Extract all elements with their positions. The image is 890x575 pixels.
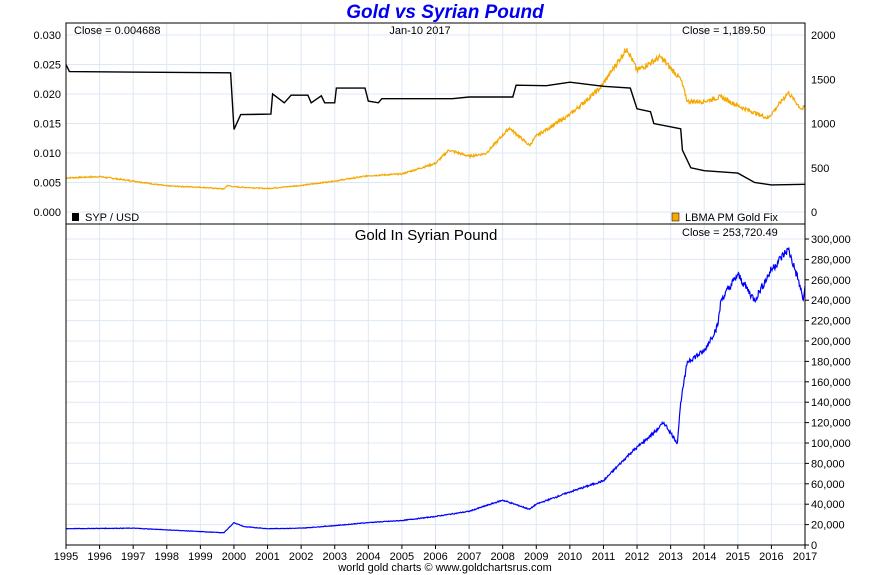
left-y-tick-label: 0.000 bbox=[33, 207, 61, 219]
legend-swatch-syp bbox=[72, 213, 79, 221]
right-y-tick-label: 180,000 bbox=[811, 356, 851, 368]
x-tick-label: 2011 bbox=[592, 551, 616, 563]
x-tick-label: 2001 bbox=[255, 551, 279, 563]
left-y-tick-label: 0.020 bbox=[33, 89, 61, 101]
legend-swatch-gold bbox=[671, 212, 680, 222]
right-y-tick-label: 220,000 bbox=[811, 316, 851, 328]
right-y-tick-label: 160,000 bbox=[811, 377, 851, 389]
x-tick-label: 2003 bbox=[322, 551, 346, 563]
right-close-label: Close = 1,189.50 bbox=[682, 25, 765, 37]
gold-in-syp-line bbox=[65, 246, 806, 534]
legend-label-gold: LBMA PM Gold Fix bbox=[685, 212, 778, 224]
x-tick-label: 2013 bbox=[658, 551, 682, 563]
right-y-tick-label: 80,000 bbox=[811, 458, 845, 470]
right-y-tick-label: 60,000 bbox=[811, 479, 845, 491]
right-y-tick-label: 140,000 bbox=[811, 397, 851, 409]
left-y-tick-label: 0.015 bbox=[33, 119, 61, 131]
x-tick-label: 2002 bbox=[289, 551, 313, 563]
right-y-tick-label: 280,000 bbox=[811, 254, 851, 266]
right-y-tick-label: 500 bbox=[811, 163, 829, 175]
x-tick-label: 2010 bbox=[558, 551, 582, 563]
right-y-tick-label: 0 bbox=[811, 540, 817, 552]
x-tick-label: 2009 bbox=[524, 551, 548, 563]
chart-title: Gold vs Syrian Pound bbox=[346, 2, 544, 23]
panel-title: Gold In Syrian Pound bbox=[355, 227, 498, 244]
right-y-tick-label: 0 bbox=[811, 207, 817, 219]
right-y-tick-label: 120,000 bbox=[811, 418, 851, 430]
right-y-tick-label: 240,000 bbox=[811, 295, 851, 307]
left-y-tick-label: 0.010 bbox=[33, 148, 61, 160]
x-tick-label: 1997 bbox=[121, 551, 145, 563]
right-y-tick-label: 300,000 bbox=[811, 234, 851, 246]
x-tick-label: 2000 bbox=[222, 551, 246, 563]
left-y-tick-label: 0.005 bbox=[33, 178, 61, 190]
right-y-tick-label: 1000 bbox=[811, 119, 835, 131]
left-y-tick-label: 0.030 bbox=[33, 30, 61, 42]
x-tick-label: 2006 bbox=[423, 551, 447, 563]
x-tick-label: 1995 bbox=[54, 551, 78, 563]
syp-usd-line bbox=[65, 64, 806, 186]
x-tick-label: 2016 bbox=[759, 551, 783, 563]
x-tick-label: 2014 bbox=[692, 551, 716, 563]
right-y-tick-label: 260,000 bbox=[811, 275, 851, 287]
right-y-tick-label: 1500 bbox=[811, 74, 835, 86]
x-tick-label: 2004 bbox=[356, 551, 380, 563]
x-tick-label: 1998 bbox=[155, 551, 179, 563]
x-tick-label: 1996 bbox=[87, 551, 111, 563]
footer-credit: world gold charts © www.goldchartsrus.co… bbox=[338, 562, 552, 574]
x-tick-label: 2007 bbox=[457, 551, 481, 563]
bottom-close-label: Close = 253,720.49 bbox=[682, 227, 778, 239]
x-tick-label: 2017 bbox=[793, 551, 817, 563]
right-y-tick-label: 40,000 bbox=[811, 499, 845, 511]
right-y-tick-label: 100,000 bbox=[811, 438, 851, 450]
right-y-tick-label: 2000 bbox=[811, 30, 835, 42]
right-y-tick-label: 200,000 bbox=[811, 336, 851, 348]
x-tick-label: 2012 bbox=[625, 551, 649, 563]
gold-price-line bbox=[66, 48, 806, 190]
x-tick-label: 2005 bbox=[390, 551, 414, 563]
left-close-label: Close = 0.004688 bbox=[74, 25, 161, 37]
x-tick-label: 2008 bbox=[490, 551, 514, 563]
plot-frame bbox=[65, 22, 806, 546]
date-label: Jan-10 2017 bbox=[389, 25, 450, 37]
left-y-tick-label: 0.025 bbox=[33, 60, 61, 72]
x-tick-label: 1999 bbox=[188, 551, 212, 563]
right-y-tick-label: 20,000 bbox=[811, 520, 845, 532]
x-tick-label: 2015 bbox=[726, 551, 750, 563]
legend-label-syp: SYP / USD bbox=[85, 212, 139, 224]
